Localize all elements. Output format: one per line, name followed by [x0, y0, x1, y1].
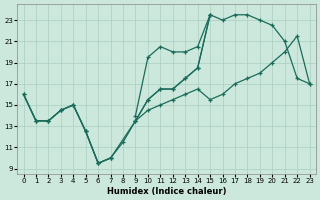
X-axis label: Humidex (Indice chaleur): Humidex (Indice chaleur): [107, 187, 226, 196]
